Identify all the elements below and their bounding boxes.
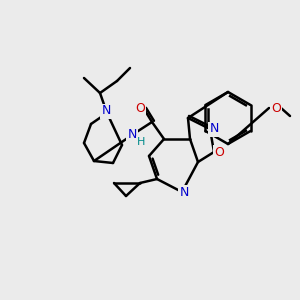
- Text: H: H: [137, 137, 145, 147]
- Text: O: O: [271, 101, 281, 115]
- Text: N: N: [179, 185, 189, 199]
- Text: O: O: [214, 146, 224, 158]
- Text: O: O: [135, 103, 145, 116]
- Text: N: N: [209, 122, 219, 136]
- Text: N: N: [101, 104, 111, 118]
- Text: N: N: [127, 128, 137, 140]
